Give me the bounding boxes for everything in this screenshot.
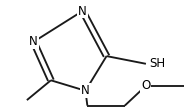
Text: N: N: [29, 35, 38, 48]
Text: N: N: [81, 84, 90, 97]
Text: SH: SH: [149, 57, 165, 70]
Text: O: O: [141, 79, 151, 92]
Text: N: N: [78, 5, 87, 17]
